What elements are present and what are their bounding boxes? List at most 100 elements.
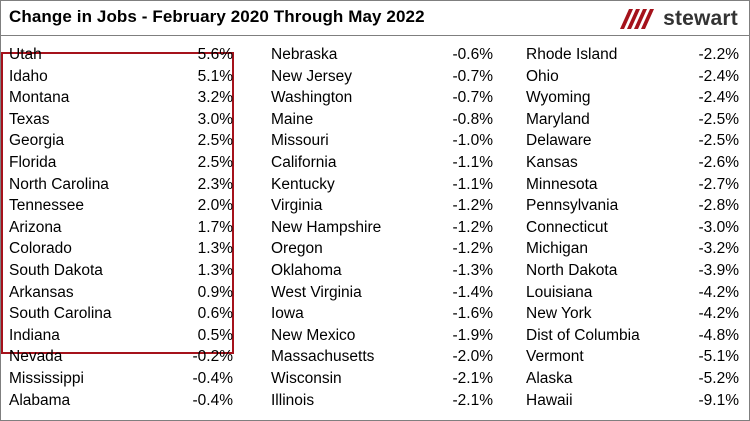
state-name: Texas <box>9 110 50 128</box>
table-row: California -1.1% <box>271 152 493 174</box>
state-name: South Dakota <box>9 262 103 279</box>
state-name: West Virginia <box>271 283 362 301</box>
state-name: North Dakota <box>526 262 618 279</box>
table-row: Oklahoma -1.3% <box>271 260 493 282</box>
state-name: New Hampshire <box>271 218 382 236</box>
state-name: Maryland <box>526 110 590 128</box>
state-name: Iowa <box>271 305 304 323</box>
state-name: Connecticut <box>526 218 608 236</box>
job-change-value: -1.1% <box>452 154 494 171</box>
table-row: Connecticut -3.0% <box>526 217 739 239</box>
table-row: North Dakota -3.9% <box>526 260 739 282</box>
job-change-value: -1.9% <box>452 326 494 344</box>
state-name: Alaska <box>526 370 573 387</box>
job-change-value: -1.1% <box>452 175 494 193</box>
table-row: Oregon -1.2% <box>271 238 493 260</box>
job-change-value: -2.7% <box>698 175 740 193</box>
table-row: Alabama -0.4% <box>9 390 233 412</box>
table-row: Alaska -5.2% <box>526 368 739 390</box>
state-name: New Mexico <box>271 326 356 344</box>
state-name: Minnesota <box>526 175 598 193</box>
table-row: Michigan -3.2% <box>526 238 739 260</box>
table-row: Pennsylvania -2.8% <box>526 195 739 217</box>
table-row: West Virginia -1.4% <box>271 282 493 304</box>
state-name: North Carolina <box>9 175 109 193</box>
table-row: New Jersey -0.7% <box>271 66 493 88</box>
job-change-value: -4.2% <box>698 283 740 301</box>
job-change-value: -2.1% <box>452 370 494 387</box>
state-name: Virginia <box>271 197 323 215</box>
table-row: Wisconsin -2.1% <box>271 368 493 390</box>
job-change-value: -2.2% <box>698 46 740 63</box>
job-change-value: 5.6% <box>197 46 233 63</box>
table-row: Arizona 1.7% <box>9 217 233 239</box>
table-row: Rhode Island -2.2% <box>526 44 739 66</box>
job-change-value: -2.5% <box>698 132 740 150</box>
state-name: South Carolina <box>9 305 112 323</box>
job-change-value: -2.6% <box>698 154 740 171</box>
table-row: Florida 2.5% <box>9 152 233 174</box>
job-change-value: 0.6% <box>197 305 233 323</box>
state-name: Massachusetts <box>271 348 375 366</box>
state-name: Ohio <box>526 67 559 85</box>
job-change-value: -1.3% <box>452 262 494 279</box>
state-name: Arizona <box>9 218 62 236</box>
state-name: Florida <box>9 154 57 171</box>
table-row: Illinois -2.1% <box>271 390 493 412</box>
state-name: Hawaii <box>526 391 573 409</box>
header-divider <box>0 35 750 36</box>
job-change-value: -9.1% <box>698 391 740 409</box>
job-change-value: -1.2% <box>452 218 494 236</box>
job-change-value: 1.7% <box>197 218 233 236</box>
table-row: Hawaii -9.1% <box>526 390 739 412</box>
logo-wordmark: stewart <box>663 7 738 30</box>
job-change-value: -2.8% <box>698 197 740 215</box>
job-change-value: 1.3% <box>197 262 233 279</box>
job-change-value: -0.6% <box>452 46 494 63</box>
state-name: New Jersey <box>271 67 352 85</box>
job-change-value: -0.8% <box>452 110 494 128</box>
table-row: Indiana 0.5% <box>9 325 233 347</box>
state-name: New York <box>526 305 592 323</box>
job-change-value: -4.2% <box>698 305 740 323</box>
job-change-value: -4.8% <box>698 326 740 344</box>
state-name: Illinois <box>271 391 315 409</box>
table-row: New Mexico -1.9% <box>271 325 493 347</box>
state-name: Kansas <box>526 154 578 171</box>
state-name: Vermont <box>526 348 584 366</box>
table-row: Virginia -1.2% <box>271 195 493 217</box>
job-change-value: -0.7% <box>452 67 494 85</box>
table-row: New York -4.2% <box>526 303 739 325</box>
table-row: Massachusetts -2.0% <box>271 346 493 368</box>
table-row: Ohio -2.4% <box>526 66 739 88</box>
table-row: North Carolina 2.3% <box>9 174 233 196</box>
state-name: Nebraska <box>271 46 338 63</box>
job-change-value: -2.5% <box>698 110 740 128</box>
state-name: Delaware <box>526 132 592 150</box>
table-row: New Hampshire -1.2% <box>271 217 493 239</box>
job-change-value: -1.6% <box>452 305 494 323</box>
state-name: Mississippi <box>9 370 84 387</box>
job-change-value: 3.0% <box>197 110 233 128</box>
job-change-value: -5.1% <box>698 348 740 366</box>
table-row: Missouri -1.0% <box>271 130 493 152</box>
table-row: Iowa -1.6% <box>271 303 493 325</box>
table-row: Maryland -2.5% <box>526 109 739 131</box>
page-title: Change in Jobs - February 2020 Through M… <box>9 7 425 26</box>
state-name: Wyoming <box>526 89 591 107</box>
job-change-value: -1.4% <box>452 283 494 301</box>
job-change-value: -2.1% <box>452 391 494 409</box>
table-row: Vermont -5.1% <box>526 346 739 368</box>
table-row: Utah 5.6% <box>9 44 233 66</box>
job-change-value: -2.4% <box>698 89 740 107</box>
state-name: California <box>271 154 337 171</box>
state-name: Maine <box>271 110 314 128</box>
job-change-value: -0.4% <box>192 391 234 409</box>
job-change-value: -0.7% <box>452 89 494 107</box>
table-row: Dist of Columbia -4.8% <box>526 325 739 347</box>
state-name: Louisiana <box>526 283 593 301</box>
table-row: Louisiana -4.2% <box>526 282 739 304</box>
job-change-value: -3.2% <box>698 240 740 258</box>
job-change-value: -2.0% <box>452 348 494 366</box>
table-row: Texas 3.0% <box>9 109 233 131</box>
